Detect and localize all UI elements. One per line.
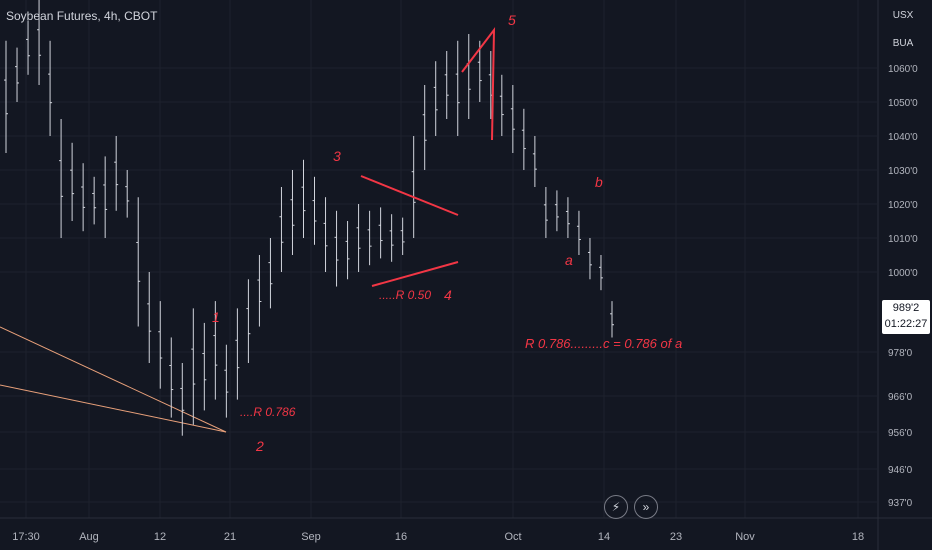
x-tick-label: 14 (598, 531, 610, 543)
unit-label[interactable]: BUA (892, 38, 914, 49)
wave-label-5: 5 (508, 12, 516, 28)
wave-label-1: 1 (212, 309, 220, 325)
y-tick-label: 1000'0 (888, 268, 918, 279)
lightning-icon[interactable]: ⚡ (604, 495, 628, 519)
y-tick-label: 937'0 (888, 498, 913, 509)
wave-drawings (360, 26, 496, 287)
retracement-label-50: .....R 0.50 (379, 288, 431, 302)
currency-label[interactable]: USX (892, 10, 914, 21)
wave-label-a: a (565, 252, 573, 268)
x-tick-label: Nov (735, 531, 755, 543)
x-tick-label: 16 (395, 531, 407, 543)
x-tick-label: 23 (670, 531, 682, 543)
current-price-tag: 989'2 01:22:27 (882, 300, 930, 334)
wedge-lower-line (371, 261, 459, 287)
y-tick-label: 978'0 (888, 348, 913, 359)
y-tick-label: 1050'0 (888, 98, 918, 109)
chart-title: Soybean Futures, 4h, CBOT (6, 9, 158, 23)
y-tick-label: 1060'0 (888, 64, 918, 75)
wedge-upper-line (360, 175, 459, 216)
y-tick-label: 1040'0 (888, 132, 918, 143)
wave-label-3: 3 (333, 148, 341, 164)
price-bars (4, 0, 614, 436)
wave-label-2: 2 (255, 438, 264, 454)
x-tick-label: 21 (224, 531, 236, 543)
y-tick-label: 1020'0 (888, 200, 918, 211)
x-tick-label: Sep (301, 531, 321, 543)
wave-label-4: 4 (444, 287, 452, 303)
forward-arrow-icon[interactable]: » (634, 495, 658, 519)
current-price: 989'2 (892, 302, 920, 314)
bar-countdown: 01:22:27 (884, 318, 928, 330)
x-tick-label: 12 (154, 531, 166, 543)
y-tick-label: 1010'0 (888, 234, 918, 245)
y-tick-label: 1030'0 (888, 166, 918, 177)
trendline-upper (0, 326, 227, 433)
wave-5-lines (461, 26, 496, 141)
x-tick-label: Oct (504, 531, 521, 543)
retracement-label-786-a: ....R 0.786 (240, 405, 296, 419)
wave-labels: 1 2 3 4 5 a b ....R 0.786 .....R 0.50 R … (212, 12, 682, 454)
trendlines (0, 326, 227, 433)
y-tick-label: 966'0 (888, 392, 913, 403)
x-tick-label: 17:30 (12, 531, 40, 543)
retracement-label-786-c: R 0.786.........c = 0.786 of a (525, 336, 682, 351)
trendline-lower (0, 384, 227, 433)
x-tick-label: 18 (852, 531, 864, 543)
y-tick-label: 946'0 (888, 465, 913, 476)
wave-label-b: b (595, 174, 603, 190)
x-tick-label: Aug (79, 531, 99, 543)
y-tick-label: 956'0 (888, 428, 913, 439)
x-axis: 17:30 Aug 12 21 Sep 16 Oct 14 23 Nov 18 (12, 531, 864, 543)
y-axis: 1060'0 1050'0 1040'0 1030'0 1020'0 1010'0 1000… (888, 64, 918, 509)
